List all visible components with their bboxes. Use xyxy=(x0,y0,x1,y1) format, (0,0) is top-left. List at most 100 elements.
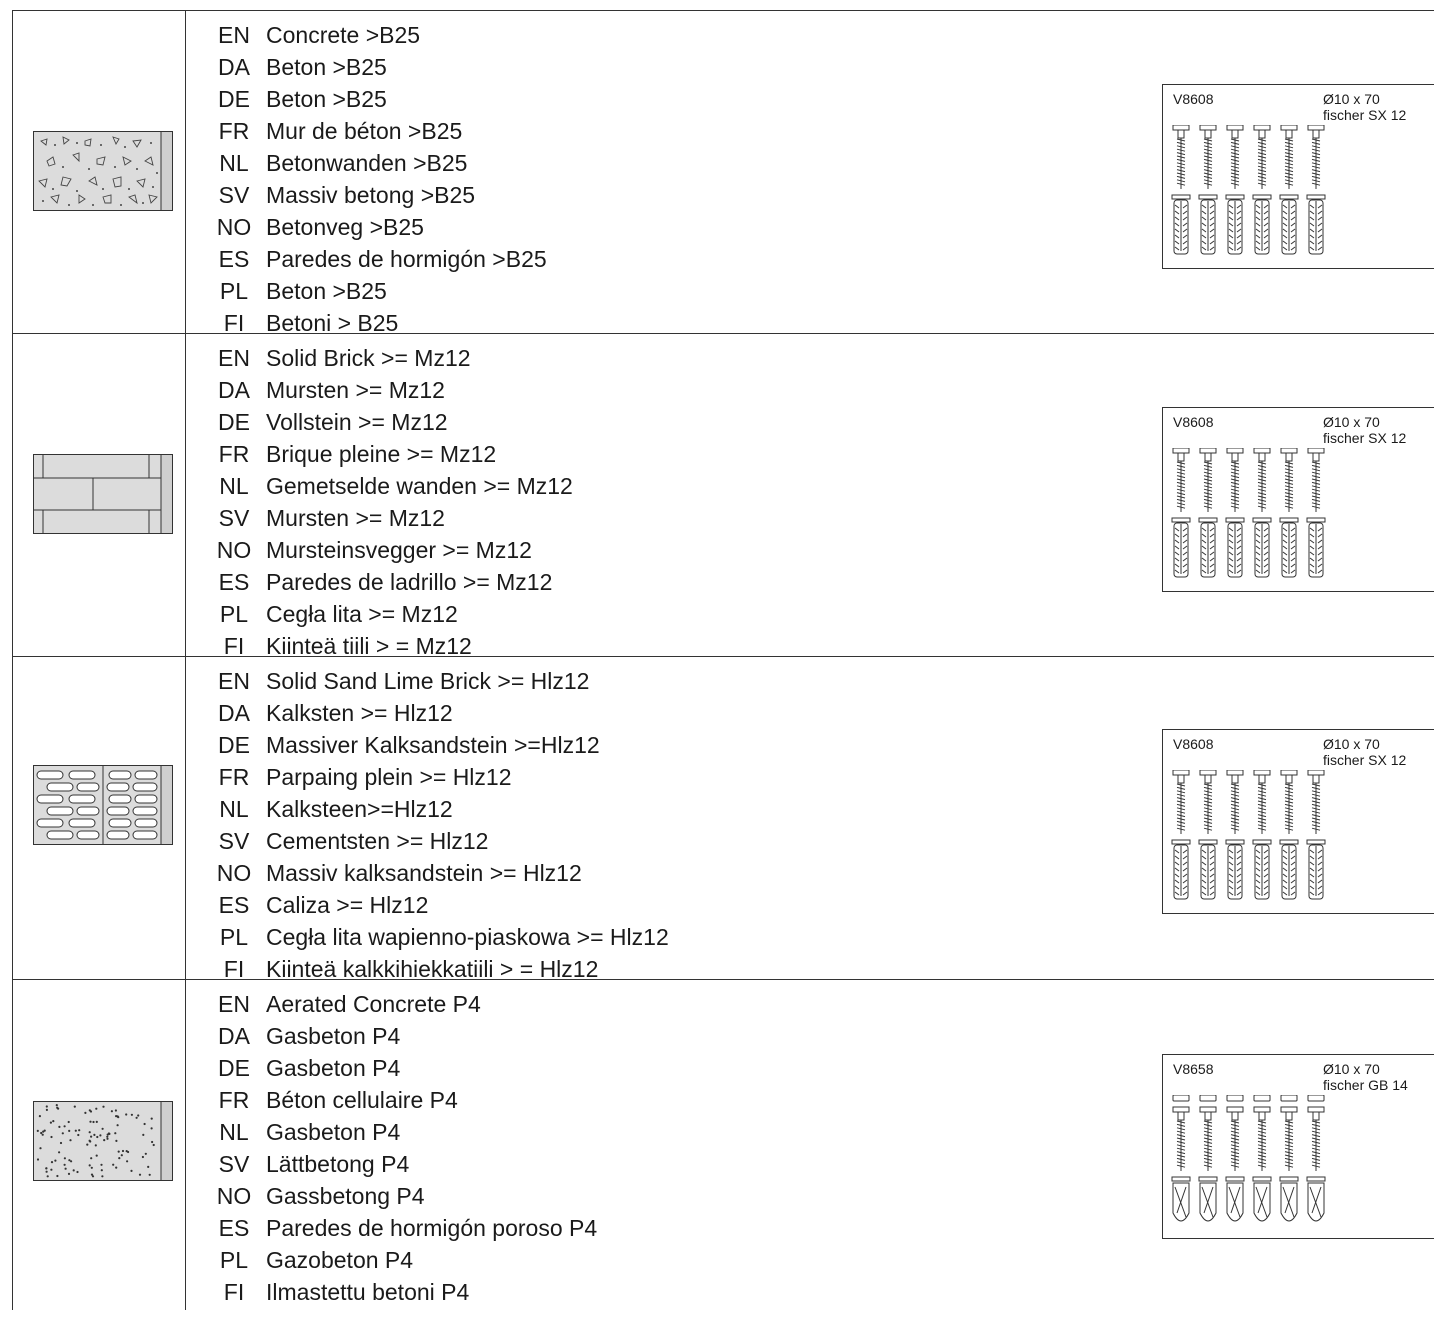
sand-lime-brick-icon xyxy=(33,765,173,845)
language-line: NL Gemetselde wanden >= Mz12 xyxy=(202,470,573,502)
screw-plug-pair-icon xyxy=(1306,125,1326,255)
language-code: EN xyxy=(218,345,250,371)
language-line: PL Beton >B25 xyxy=(202,275,547,307)
language-line: DE Vollstein >= Mz12 xyxy=(202,406,573,438)
material-description: Kiinteä tiili > = Mz12 xyxy=(266,633,472,659)
language-line: SV Massiv betong >B25 xyxy=(202,179,547,211)
language-code: PL xyxy=(219,1247,249,1273)
language-line: FR Parpaing plein >= Hlz12 xyxy=(202,761,669,793)
screw-plug-pair-icon xyxy=(1198,770,1218,900)
fastener-spec-box: V8658 Ø10 x 70 fischer GB 14 xyxy=(1162,1054,1434,1239)
fastener-spec-box: V8608 Ø10 x 70 fischer SX 12 xyxy=(1162,84,1434,269)
language-code: NO xyxy=(216,537,252,563)
language-code: DA xyxy=(218,54,250,80)
language-line: ES Paredes de hormigón >B25 xyxy=(202,243,547,275)
fastener-size: Ø10 x 70 xyxy=(1323,736,1380,752)
language-code: NL xyxy=(219,1119,249,1145)
language-code: ES xyxy=(218,569,250,595)
language-code: NO xyxy=(216,860,252,886)
language-line: FR Béton cellulaire P4 xyxy=(202,1084,597,1116)
fastener-spec-box: V8608 Ø10 x 70 fischer SX 12 xyxy=(1162,407,1434,592)
screw-plug-pair-icon xyxy=(1225,448,1245,578)
language-code: SV xyxy=(218,828,250,854)
language-code: FR xyxy=(218,118,250,144)
language-list: EN Aerated Concrete P4 DA Gasbeton P4 DE Ga… xyxy=(202,988,597,1308)
material-description: Gasbeton P4 xyxy=(266,1023,401,1049)
screw-and-plug-set-icon xyxy=(1171,770,1326,900)
fastener-code: V8608 xyxy=(1173,414,1214,430)
language-code: ES xyxy=(218,892,250,918)
material-row-aerated-concrete: EN Aerated Concrete P4 DA Gasbeton P4 DE Ga… xyxy=(12,980,1434,1310)
screw-plug-pair-icon xyxy=(1198,125,1218,255)
material-description: Massiver Kalksandstein >=Hlz12 xyxy=(266,732,600,758)
screw-plug-pair-icon xyxy=(1171,125,1191,255)
material-description: Gazobeton P4 xyxy=(266,1247,414,1273)
screw-plug-pair-icon xyxy=(1171,1095,1191,1222)
material-description: Kiinteä kalkkihiekkatiili > = Hlz12 xyxy=(266,956,599,982)
screw-plug-pair-icon xyxy=(1279,770,1299,900)
fastener-size: Ø10 x 70 xyxy=(1323,414,1380,430)
language-line: FR Brique pleine >= Mz12 xyxy=(202,438,573,470)
screw-plug-pair-icon xyxy=(1279,125,1299,255)
language-line: FI Betoni > B25 xyxy=(202,307,547,339)
language-code: EN xyxy=(218,22,250,48)
material-description: Vollstein >= Mz12 xyxy=(266,409,448,435)
material-description: Gassbetong P4 xyxy=(266,1183,425,1209)
language-line: EN Solid Brick >= Mz12 xyxy=(202,342,573,374)
language-line: DA Kalksten >= Hlz12 xyxy=(202,697,669,729)
material-description: Betoni > B25 xyxy=(266,310,399,336)
language-line: DE Beton >B25 xyxy=(202,83,547,115)
language-code: NO xyxy=(216,1183,252,1209)
material-description: Massiv betong >B25 xyxy=(266,182,476,208)
material-icon-cell xyxy=(12,657,186,979)
material-description: Betonwanden >B25 xyxy=(266,150,468,176)
screw-plug-pair-icon xyxy=(1225,125,1245,255)
fastener-spec-box: V8608 Ø10 x 70 fischer SX 12 xyxy=(1162,729,1434,914)
language-line: ES Paredes de ladrillo >= Mz12 xyxy=(202,566,573,598)
fastener-dimensions: Ø10 x 70 fischer GB 14 xyxy=(1323,1061,1408,1093)
material-description: Beton >B25 xyxy=(266,278,387,304)
language-line: FR Mur de béton >B25 xyxy=(202,115,547,147)
language-code: DE xyxy=(218,409,250,435)
material-table: EN Concrete >B25 DA Beton >B25 DE Beton >B2… xyxy=(12,10,1434,1310)
language-code: FR xyxy=(218,1087,250,1113)
language-code: SV xyxy=(218,505,250,531)
screw-and-plug-set-icon xyxy=(1171,1095,1326,1222)
language-line: SV Lättbetong P4 xyxy=(202,1148,597,1180)
language-code: NO xyxy=(216,214,252,240)
language-code: SV xyxy=(218,182,250,208)
fastener-size: Ø10 x 70 xyxy=(1323,1061,1380,1077)
material-description: Beton >B25 xyxy=(266,86,387,112)
language-line: DA Beton >B25 xyxy=(202,51,547,83)
material-description: Béton cellulaire P4 xyxy=(266,1087,458,1113)
language-line: NO Massiv kalksandstein >= Hlz12 xyxy=(202,857,669,889)
material-description: Kalksteen>=Hlz12 xyxy=(266,796,453,822)
material-description: Concrete >B25 xyxy=(266,22,421,48)
language-line: EN Aerated Concrete P4 xyxy=(202,988,597,1020)
language-line: NL Kalksteen>=Hlz12 xyxy=(202,793,669,825)
language-code: FI xyxy=(223,633,245,659)
language-code: PL xyxy=(219,924,249,950)
language-line: FI Ilmastettu betoni P4 xyxy=(202,1276,597,1308)
material-description: Beton >B25 xyxy=(266,54,387,80)
screw-plug-pair-icon xyxy=(1171,448,1191,578)
language-code: DE xyxy=(218,86,250,112)
material-description: Gasbeton P4 xyxy=(266,1119,401,1145)
screw-plug-pair-icon xyxy=(1306,770,1326,900)
screw-and-plug-set-icon xyxy=(1171,448,1326,578)
material-description: Brique pleine >= Mz12 xyxy=(266,441,497,467)
language-list: EN Solid Sand Lime Brick >= Hlz12 DA Kalks… xyxy=(202,665,669,985)
language-code: ES xyxy=(218,1215,250,1241)
screw-plug-pair-icon xyxy=(1198,448,1218,578)
material-description: Gasbeton P4 xyxy=(266,1055,401,1081)
solid-brick-icon xyxy=(33,454,173,534)
fastener-anchor: fischer GB 14 xyxy=(1323,1077,1408,1093)
fastener-dimensions: Ø10 x 70 fischer SX 12 xyxy=(1323,91,1406,123)
language-code: NL xyxy=(219,796,249,822)
concrete-icon xyxy=(33,131,173,211)
language-line: ES Paredes de hormigón poroso P4 xyxy=(202,1212,598,1244)
material-description: Solid Sand Lime Brick >= Hlz12 xyxy=(266,668,590,694)
language-line: PL Cegła lita >= Mz12 xyxy=(202,598,573,630)
material-description: Cegła lita >= Mz12 xyxy=(266,601,458,627)
material-description: Mur de béton >B25 xyxy=(266,118,463,144)
